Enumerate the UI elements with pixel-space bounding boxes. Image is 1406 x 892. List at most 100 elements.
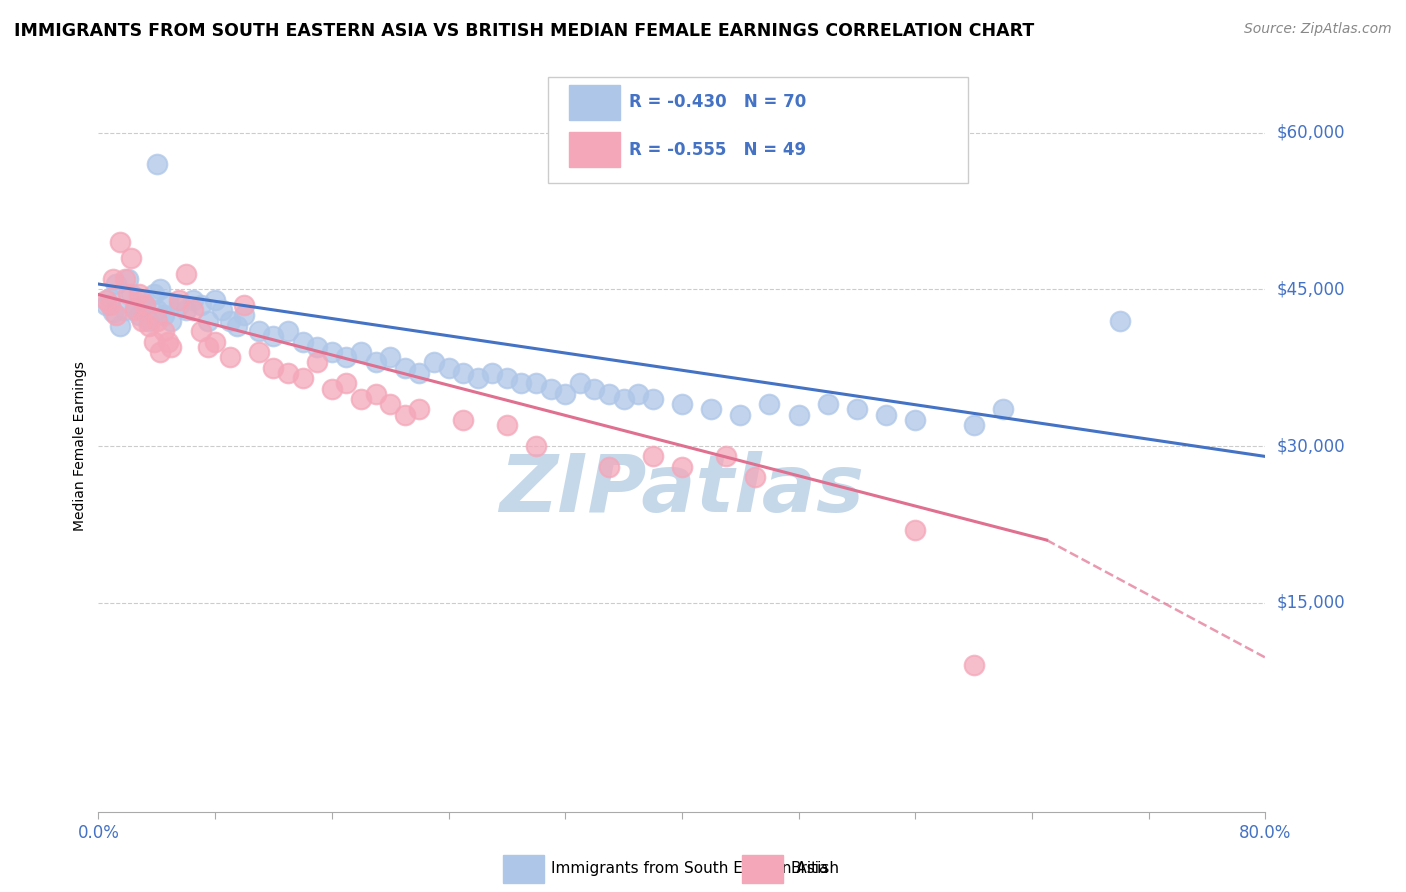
- Point: [307, 355, 329, 369]
- Point: [117, 272, 139, 286]
- Point: [149, 345, 172, 359]
- Point: [744, 470, 766, 484]
- Point: [197, 313, 219, 327]
- Point: [904, 413, 927, 427]
- Point: [700, 402, 723, 417]
- Point: [394, 408, 416, 422]
- Point: [277, 324, 299, 338]
- Point: [496, 418, 519, 433]
- Point: [218, 313, 240, 327]
- Point: [437, 360, 460, 375]
- Point: [291, 334, 314, 349]
- Point: [134, 298, 156, 312]
- Point: [321, 345, 343, 359]
- Point: [554, 386, 576, 401]
- Point: [204, 334, 226, 349]
- Point: [181, 303, 204, 318]
- Y-axis label: Median Female Earnings: Median Female Earnings: [73, 361, 87, 531]
- Point: [612, 392, 634, 406]
- Point: [167, 298, 190, 312]
- Point: [101, 305, 124, 319]
- Point: [146, 303, 169, 318]
- Text: R = -0.430   N = 70: R = -0.430 N = 70: [630, 94, 807, 112]
- Point: [350, 392, 373, 406]
- Point: [568, 376, 591, 391]
- Point: [128, 287, 150, 301]
- Point: [291, 371, 314, 385]
- Point: [153, 324, 176, 338]
- Point: [846, 402, 869, 417]
- Text: IMMIGRANTS FROM SOUTH EASTERN ASIA VS BRITISH MEDIAN FEMALE EARNINGS CORRELATION: IMMIGRANTS FROM SOUTH EASTERN ASIA VS BR…: [14, 22, 1035, 40]
- Point: [153, 309, 176, 323]
- Point: [98, 291, 121, 305]
- Point: [875, 408, 897, 422]
- Point: [120, 287, 142, 301]
- Point: [146, 313, 169, 327]
- Point: [307, 340, 329, 354]
- Point: [321, 382, 343, 396]
- Point: [104, 309, 127, 323]
- FancyBboxPatch shape: [568, 85, 620, 120]
- Point: [451, 413, 474, 427]
- Point: [364, 386, 387, 401]
- Point: [277, 366, 299, 380]
- Point: [394, 360, 416, 375]
- Point: [496, 371, 519, 385]
- Point: [583, 382, 606, 396]
- Point: [671, 397, 693, 411]
- Point: [94, 298, 117, 312]
- Point: [380, 397, 402, 411]
- Point: [817, 397, 839, 411]
- Text: $15,000: $15,000: [1277, 594, 1346, 612]
- Point: [131, 313, 153, 327]
- Point: [98, 298, 121, 312]
- Point: [962, 418, 984, 433]
- Point: [787, 408, 810, 422]
- Point: [730, 408, 752, 422]
- Point: [101, 272, 124, 286]
- Point: [233, 309, 256, 323]
- Point: [247, 324, 270, 338]
- Point: [714, 450, 737, 464]
- Point: [138, 318, 160, 333]
- Point: [94, 293, 117, 307]
- Point: [904, 523, 927, 537]
- Point: [114, 303, 136, 318]
- FancyBboxPatch shape: [548, 77, 967, 183]
- Point: [598, 459, 620, 474]
- Point: [181, 293, 204, 307]
- Point: [174, 303, 197, 318]
- Text: ZIPatlas: ZIPatlas: [499, 450, 865, 529]
- Point: [104, 277, 127, 291]
- Point: [226, 318, 249, 333]
- Text: $45,000: $45,000: [1277, 280, 1346, 298]
- Point: [467, 371, 489, 385]
- Point: [262, 360, 284, 375]
- Point: [380, 350, 402, 364]
- Point: [190, 298, 212, 312]
- Text: Source: ZipAtlas.com: Source: ZipAtlas.com: [1244, 22, 1392, 37]
- Point: [364, 355, 387, 369]
- Point: [142, 334, 165, 349]
- Text: Immigrants from South Eastern Asia: Immigrants from South Eastern Asia: [551, 862, 828, 876]
- Point: [991, 402, 1014, 417]
- Point: [335, 350, 357, 364]
- Point: [641, 450, 664, 464]
- Point: [197, 340, 219, 354]
- FancyBboxPatch shape: [568, 132, 620, 168]
- Text: $30,000: $30,000: [1277, 437, 1346, 455]
- Point: [408, 402, 430, 417]
- Point: [758, 397, 780, 411]
- Point: [167, 293, 190, 307]
- Point: [262, 329, 284, 343]
- Point: [481, 366, 503, 380]
- Point: [524, 376, 547, 391]
- Point: [157, 294, 180, 309]
- Point: [510, 376, 533, 391]
- Point: [540, 382, 562, 396]
- Point: [627, 386, 650, 401]
- Point: [247, 345, 270, 359]
- Point: [160, 313, 183, 327]
- Point: [641, 392, 664, 406]
- Point: [138, 313, 160, 327]
